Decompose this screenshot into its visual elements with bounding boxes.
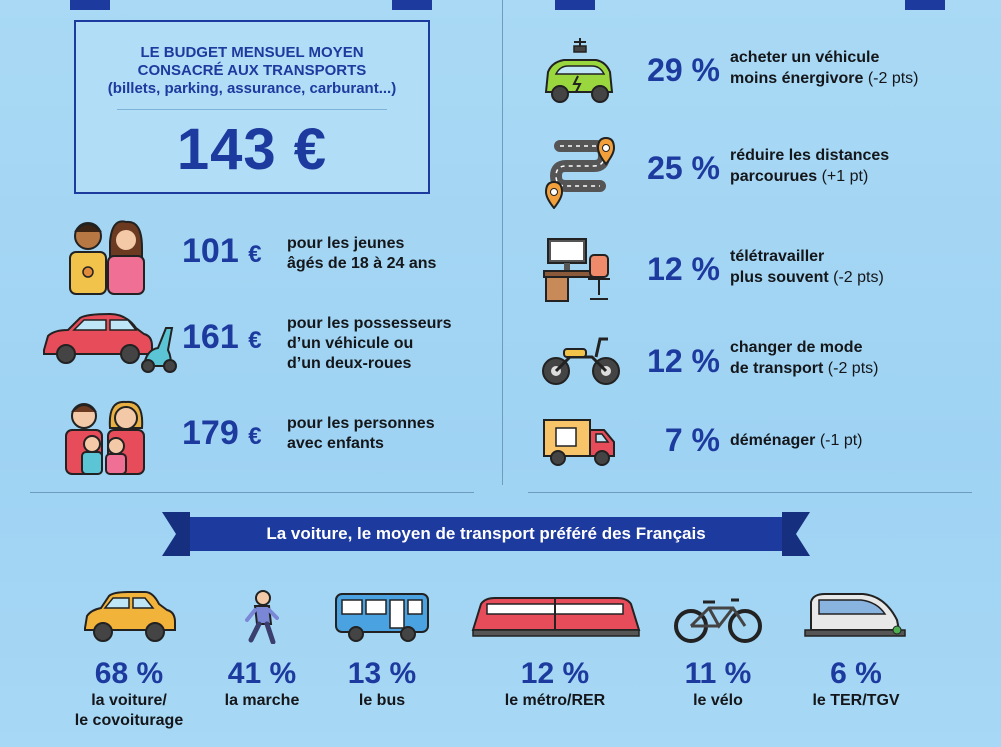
car-scooter-icon	[43, 312, 177, 373]
action-mode-line1: changer de mode	[730, 339, 863, 356]
action-mode-note: (-2 pts)	[827, 360, 879, 377]
mode-walk-line1: la marche	[224, 692, 300, 709]
action-vehicle-line2: moins énergivore	[730, 70, 864, 87]
budget-value: 143 €	[176, 117, 328, 182]
segment-vehicle-currency: €	[248, 327, 262, 354]
mode-metro: 12 % le métro/RER	[466, 590, 644, 711]
action-distance-pct: 25 %	[647, 150, 720, 186]
action-moving: 7 % déménager (-1 pt)	[540, 414, 980, 484]
mode-bike: 11 % le vélo	[670, 590, 766, 711]
metro-icon	[471, 597, 641, 637]
vertical-divider	[502, 0, 503, 485]
ribbon-stub-left-a	[70, 0, 110, 10]
segment-young-currency: €	[248, 241, 262, 268]
budget-divider	[117, 109, 387, 110]
bus-icon	[335, 593, 429, 642]
mode-walk: 41 % la marche	[212, 590, 312, 711]
home-office-icon	[543, 238, 610, 302]
action-distance-line1: réduire les distances	[730, 147, 890, 164]
action-telework-pct: 12 %	[647, 251, 720, 287]
mode-car-line1: la voiture/	[91, 692, 167, 709]
budget-title: LE BUDGET MENSUEL MOYEN CONSACRÉ AUX TRA…	[76, 44, 428, 80]
train-icon	[804, 593, 906, 637]
segment-family-line1: pour les personnes	[287, 415, 435, 432]
mode-train-line1: le TER/TGV	[812, 692, 900, 709]
action-vehicle: 29 % acheter un véhicule moins énergivor…	[540, 36, 980, 106]
electric-car-icon	[544, 38, 614, 103]
action-mode-line2: de transport	[730, 360, 824, 377]
action-vehicle-pct: 29 %	[647, 52, 720, 88]
mode-bike-line1: le vélo	[693, 692, 743, 709]
action-telework-line2: plus souvent	[730, 269, 829, 286]
segment-young-line1: pour les jeunes	[287, 235, 405, 252]
ribbon-stub-right-a	[555, 0, 595, 10]
action-telework-line1: télétravailler	[730, 248, 825, 265]
left-horizontal-divider	[30, 492, 474, 493]
mode-metro-pct: 12 %	[520, 657, 590, 690]
mode-train: 6 % le TER/TGV	[796, 590, 916, 711]
mode-train-pct: 6 %	[830, 657, 882, 690]
segment-family: 179 € pour les personnes avec enfants	[40, 398, 480, 475]
segment-family-line2: avec enfants	[287, 435, 384, 452]
segment-young-line2: âgés de 18 à 24 ans	[287, 255, 437, 272]
segment-vehicle-line2: d’un véhicule ou	[287, 335, 414, 352]
segment-young-value: 101	[182, 232, 239, 270]
walking-icon	[245, 590, 279, 645]
action-mode: 12 % changer de mode de transport (-2 pt…	[540, 327, 980, 397]
mode-bus-line1: le bus	[358, 692, 406, 709]
ribbon-stub-left-b	[392, 0, 432, 10]
budget-title-line1: LE BUDGET MENSUEL MOYEN	[140, 44, 364, 61]
action-moving-note: (-1 pt)	[819, 432, 863, 449]
action-distance-line2: parcourues	[730, 168, 818, 185]
action-distance-note: (+1 pt)	[821, 168, 869, 185]
transport-banner: La voiture, le moyen de transport préfér…	[162, 512, 810, 556]
young-people-icon	[69, 220, 145, 295]
segment-vehicle-value: 161	[182, 318, 239, 356]
car-icon	[84, 591, 176, 642]
ribbon-stub-right-b	[905, 0, 945, 10]
action-mode-pct: 12 %	[647, 343, 720, 379]
action-telework: 12 % télétravailler plus souvent (-2 pts…	[540, 235, 980, 305]
segment-young: 101 € pour les jeunes âgés de 18 à 24 an…	[40, 218, 480, 295]
moving-truck-icon	[543, 419, 615, 466]
road-route-icon	[544, 136, 616, 209]
action-vehicle-note: (-2 pts)	[867, 70, 919, 87]
mode-bike-pct: 11 %	[684, 657, 752, 690]
mode-bus-pct: 13 %	[347, 657, 417, 690]
segment-family-value: 179	[182, 414, 239, 452]
action-moving-pct: 7 %	[664, 422, 720, 458]
mode-car-pct: 68 %	[94, 657, 164, 690]
segment-vehicle-line3: d’un deux-roues	[287, 355, 412, 372]
action-distance: 25 % réduire les distances parcourues (+…	[540, 134, 980, 209]
mode-bus: 13 % le bus	[330, 590, 434, 711]
mode-metro-line1: le métro/RER	[504, 692, 606, 709]
mode-car: 68 % la voiture/ le covoiturage	[62, 590, 196, 731]
segment-vehicle-line1: pour les possesseurs	[287, 315, 452, 332]
bicycle-icon	[674, 598, 762, 643]
right-horizontal-divider	[528, 492, 972, 493]
action-telework-note: (-2 pts)	[833, 269, 884, 286]
action-moving-line1: déménager	[730, 432, 816, 449]
segment-vehicle: 161 € pour les possesseurs d’un véhicule…	[40, 310, 480, 380]
budget-title-line2: CONSACRÉ AUX TRANSPORTS	[137, 62, 367, 79]
mode-car-line2: le covoiturage	[74, 712, 184, 729]
segment-family-currency: €	[248, 423, 262, 450]
action-vehicle-line1: acheter un véhicule	[730, 49, 880, 66]
budget-box: LE BUDGET MENSUEL MOYEN CONSACRÉ AUX TRA…	[74, 20, 430, 194]
family-icon	[65, 400, 145, 475]
moped-icon	[542, 337, 620, 385]
budget-subtitle: (billets, parking, assurance, carburant.…	[107, 80, 397, 97]
mode-walk-pct: 41 %	[227, 657, 297, 690]
